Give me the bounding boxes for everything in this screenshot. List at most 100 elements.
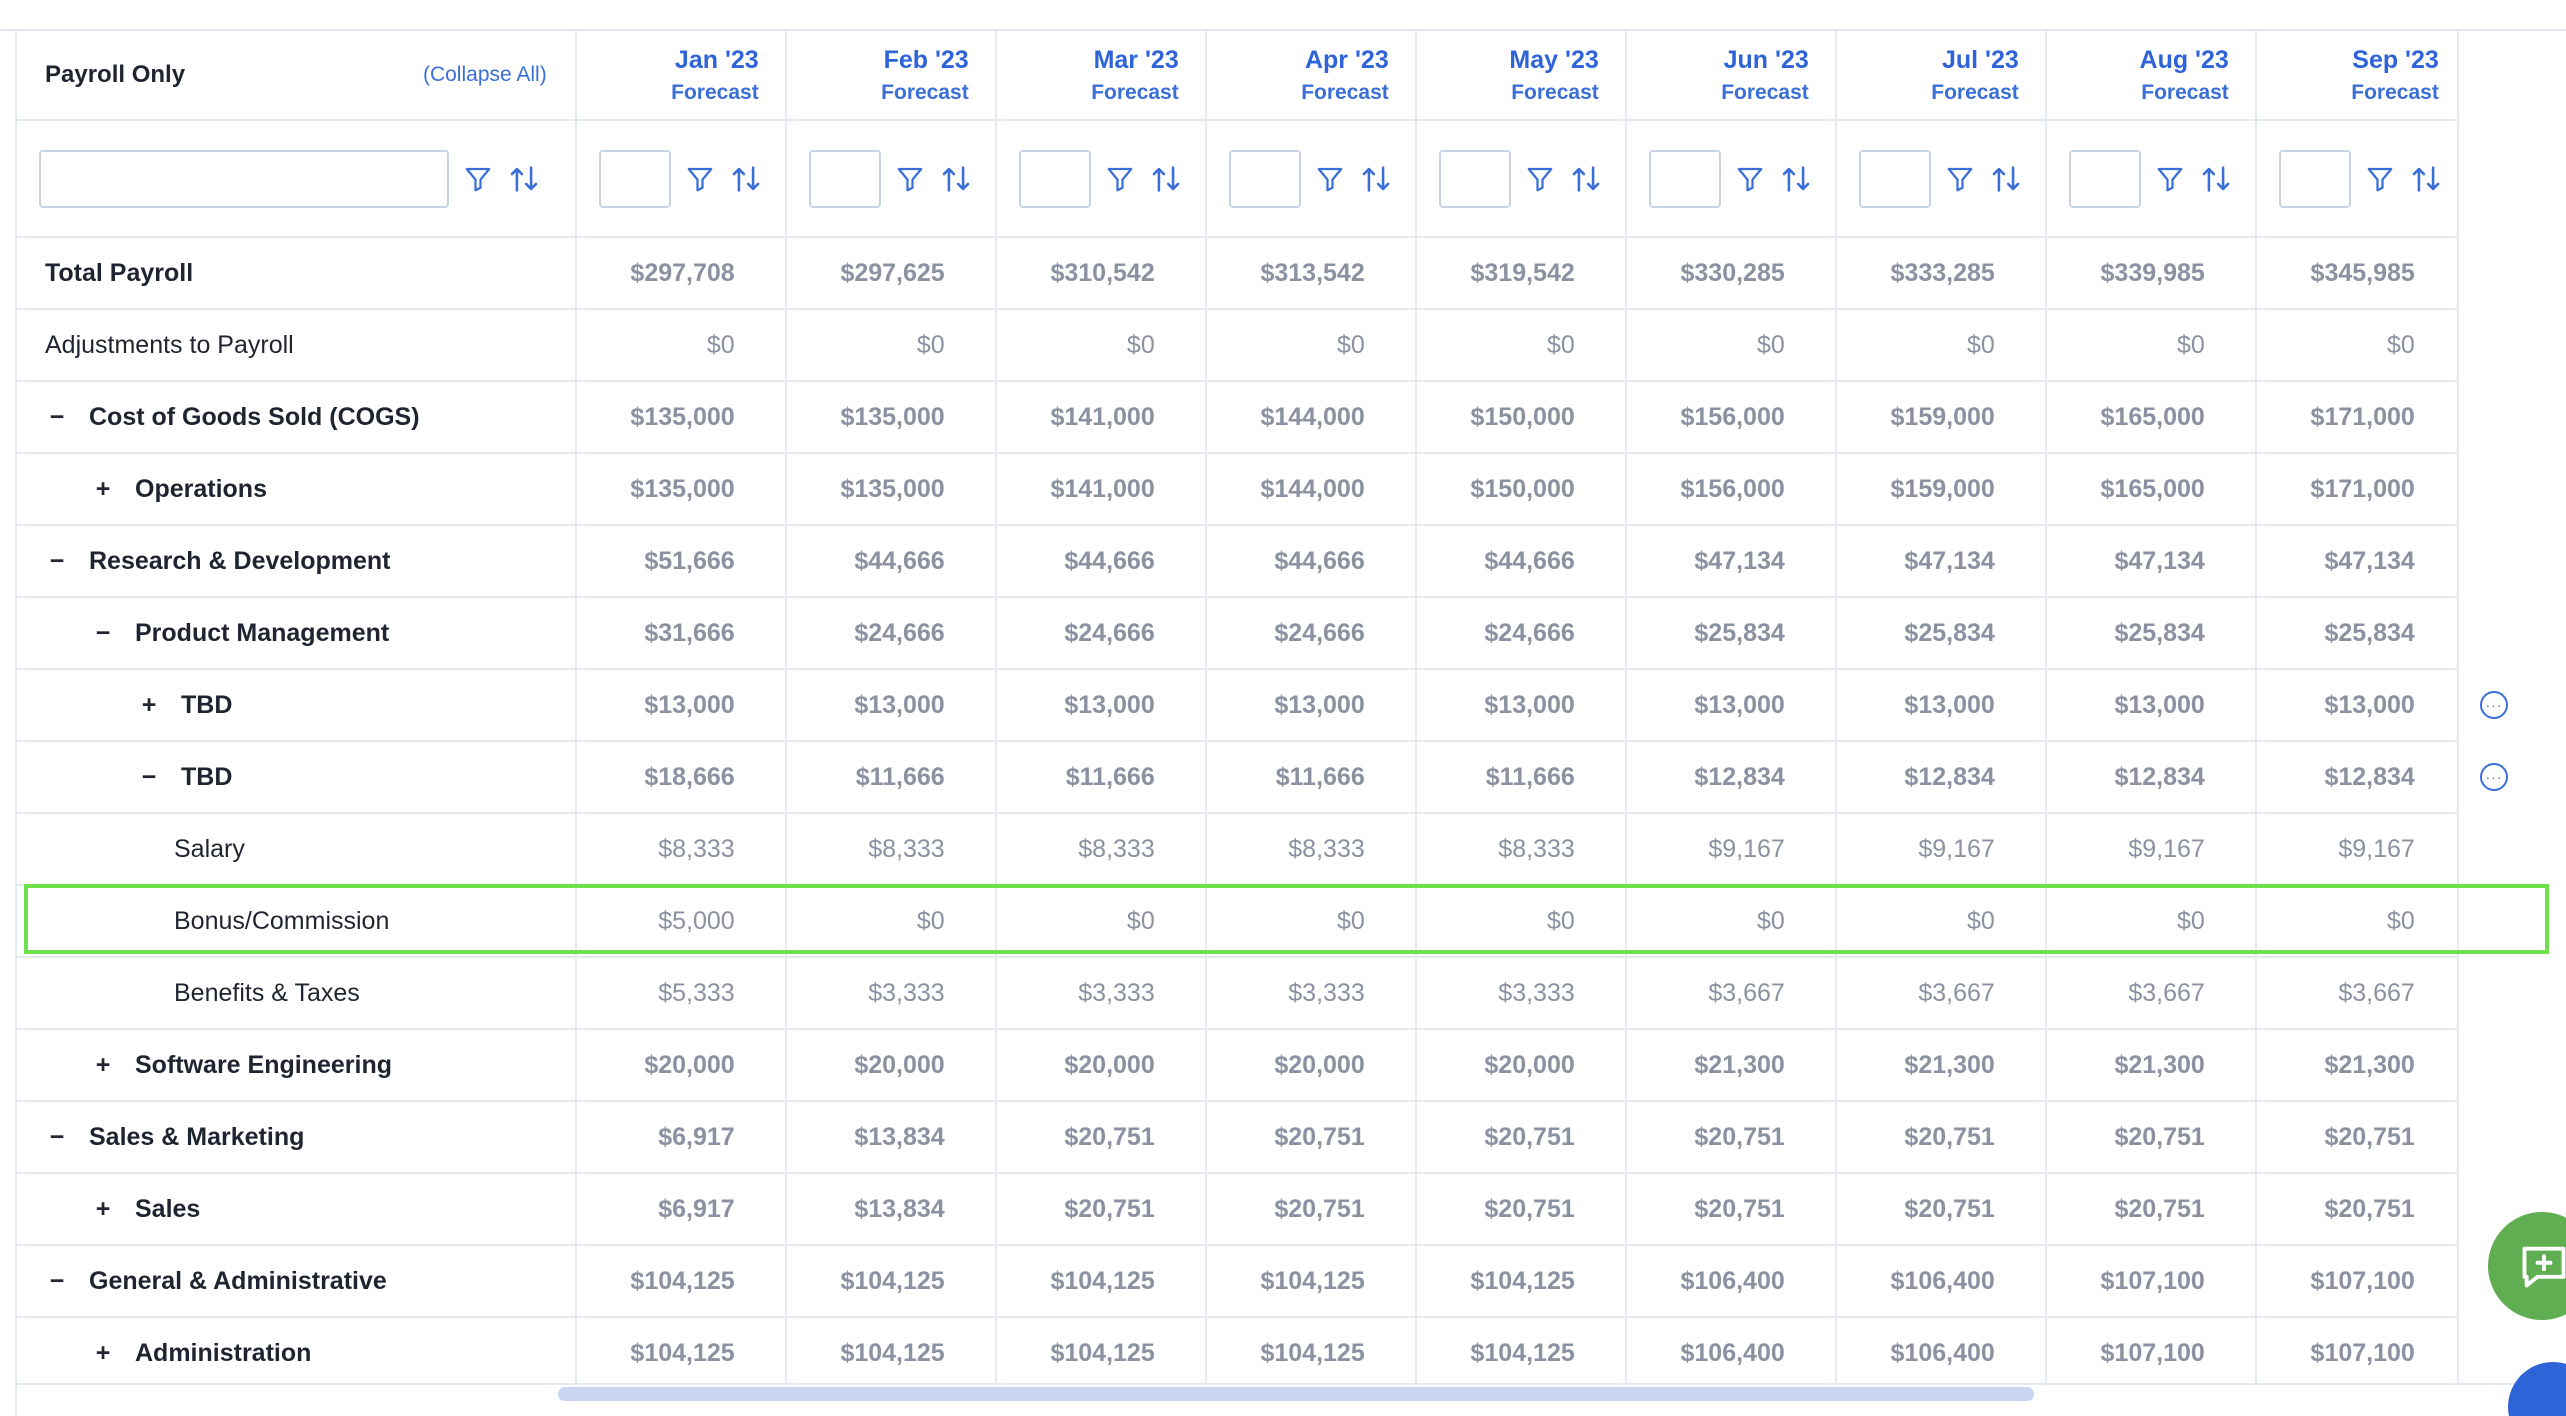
value-cell[interactable]: $104,125 bbox=[1415, 1317, 1627, 1390]
value-cell[interactable]: $0 bbox=[995, 309, 1207, 382]
value-cell[interactable]: $297,625 bbox=[785, 237, 997, 310]
value-cell[interactable]: $20,751 bbox=[1205, 1173, 1417, 1246]
value-cell[interactable]: $159,000 bbox=[1835, 453, 2047, 526]
value-cell[interactable]: $20,751 bbox=[1835, 1173, 2047, 1246]
more-options-icon[interactable]: ··· bbox=[2480, 691, 2508, 719]
value-cell[interactable]: $13,000 bbox=[2255, 669, 2457, 742]
value-cell[interactable]: $0 bbox=[2255, 309, 2457, 382]
value-cell[interactable]: $9,167 bbox=[2045, 813, 2257, 886]
value-cell[interactable]: $5,333 bbox=[575, 957, 787, 1030]
sort-icon[interactable] bbox=[1989, 162, 2023, 196]
value-cell[interactable]: $21,300 bbox=[1835, 1029, 2047, 1102]
value-cell[interactable]: $0 bbox=[1415, 309, 1627, 382]
value-cell[interactable]: $135,000 bbox=[575, 381, 787, 454]
value-cell[interactable]: $345,985 bbox=[2255, 237, 2457, 310]
filter-icon[interactable] bbox=[1315, 162, 1345, 196]
value-cell[interactable]: $107,100 bbox=[2045, 1245, 2257, 1318]
value-cell[interactable]: $141,000 bbox=[995, 453, 1207, 526]
value-cell[interactable]: $13,000 bbox=[1205, 669, 1417, 742]
value-cell[interactable]: $3,667 bbox=[1835, 957, 2047, 1030]
column-filter-input[interactable] bbox=[1648, 149, 1721, 208]
value-cell[interactable]: $0 bbox=[1205, 885, 1417, 958]
value-cell[interactable]: $13,000 bbox=[995, 669, 1207, 742]
value-cell[interactable]: $8,333 bbox=[785, 813, 997, 886]
value-cell[interactable]: $319,542 bbox=[1415, 237, 1627, 310]
value-cell[interactable]: $104,125 bbox=[575, 1245, 787, 1318]
value-cell[interactable]: $8,333 bbox=[1205, 813, 1417, 886]
value-cell[interactable]: $47,134 bbox=[1835, 525, 2047, 598]
filter-icon[interactable] bbox=[2155, 162, 2185, 196]
value-cell[interactable]: $20,000 bbox=[575, 1029, 787, 1102]
month-header[interactable]: Jul '23 Forecast bbox=[1835, 31, 2047, 121]
value-cell[interactable]: $5,000 bbox=[575, 885, 787, 958]
filter-icon[interactable] bbox=[463, 162, 493, 196]
value-cell[interactable]: $0 bbox=[1625, 309, 1837, 382]
filter-icon[interactable] bbox=[2365, 162, 2395, 196]
column-filter-input[interactable] bbox=[1858, 149, 1931, 208]
value-cell[interactable]: $144,000 bbox=[1205, 381, 1417, 454]
month-header[interactable]: Sep '23 Forecast bbox=[2255, 31, 2457, 121]
value-cell[interactable]: $0 bbox=[995, 885, 1207, 958]
value-cell[interactable]: $165,000 bbox=[2045, 381, 2257, 454]
value-cell[interactable]: $135,000 bbox=[785, 381, 997, 454]
value-cell[interactable]: $330,285 bbox=[1625, 237, 1837, 310]
month-header[interactable]: May '23 Forecast bbox=[1415, 31, 1627, 121]
value-cell[interactable]: $156,000 bbox=[1625, 453, 1837, 526]
sort-icon[interactable] bbox=[1569, 162, 1603, 196]
value-cell[interactable]: $0 bbox=[1835, 885, 2047, 958]
value-cell[interactable]: $171,000 bbox=[2255, 381, 2457, 454]
value-cell[interactable]: $0 bbox=[1205, 309, 1417, 382]
value-cell[interactable]: $0 bbox=[1625, 885, 1837, 958]
sort-icon[interactable] bbox=[2409, 162, 2443, 196]
value-cell[interactable]: $20,000 bbox=[785, 1029, 997, 1102]
value-cell[interactable]: $11,666 bbox=[785, 741, 997, 814]
value-cell[interactable]: $106,400 bbox=[1625, 1317, 1837, 1390]
value-cell[interactable]: $3,667 bbox=[1625, 957, 1837, 1030]
value-cell[interactable]: $20,751 bbox=[1415, 1101, 1627, 1174]
value-cell[interactable]: $31,666 bbox=[575, 597, 787, 670]
value-cell[interactable]: $313,542 bbox=[1205, 237, 1417, 310]
value-cell[interactable]: $106,400 bbox=[1835, 1317, 2047, 1390]
sort-icon[interactable] bbox=[507, 162, 541, 196]
value-cell[interactable]: $104,125 bbox=[575, 1317, 787, 1390]
value-cell[interactable]: $24,666 bbox=[995, 597, 1207, 670]
value-cell[interactable]: $135,000 bbox=[575, 453, 787, 526]
value-cell[interactable]: $107,100 bbox=[2045, 1317, 2257, 1390]
sort-icon[interactable] bbox=[1149, 162, 1183, 196]
value-cell[interactable]: $339,985 bbox=[2045, 237, 2257, 310]
value-cell[interactable]: $9,167 bbox=[1625, 813, 1837, 886]
value-cell[interactable]: $0 bbox=[2045, 885, 2257, 958]
value-cell[interactable]: $20,751 bbox=[2045, 1101, 2257, 1174]
chat-button[interactable] bbox=[2488, 1212, 2566, 1320]
column-filter-input[interactable] bbox=[1018, 149, 1091, 208]
sort-icon[interactable] bbox=[2199, 162, 2233, 196]
row-toggle-icon[interactable]: − bbox=[49, 1122, 65, 1151]
column-filter-input[interactable] bbox=[2278, 149, 2351, 208]
value-cell[interactable]: $25,834 bbox=[2255, 597, 2457, 670]
value-cell[interactable]: $20,751 bbox=[2045, 1173, 2257, 1246]
row-toggle-icon[interactable]: + bbox=[95, 1050, 111, 1079]
value-cell[interactable]: $297,708 bbox=[575, 237, 787, 310]
value-cell[interactable]: $20,751 bbox=[1625, 1101, 1837, 1174]
value-cell[interactable]: $3,333 bbox=[1415, 957, 1627, 1030]
value-cell[interactable]: $21,300 bbox=[2045, 1029, 2257, 1102]
row-toggle-icon[interactable]: − bbox=[95, 618, 111, 647]
row-toggle-icon[interactable]: − bbox=[49, 1266, 65, 1295]
value-cell[interactable]: $20,751 bbox=[1835, 1101, 2047, 1174]
value-cell[interactable]: $104,125 bbox=[785, 1245, 997, 1318]
value-cell[interactable]: $0 bbox=[785, 885, 997, 958]
column-filter-input[interactable] bbox=[1228, 149, 1301, 208]
value-cell[interactable]: $6,917 bbox=[575, 1173, 787, 1246]
value-cell[interactable]: $104,125 bbox=[785, 1317, 997, 1390]
value-cell[interactable]: $107,100 bbox=[2255, 1317, 2457, 1390]
value-cell[interactable]: $47,134 bbox=[1625, 525, 1837, 598]
value-cell[interactable]: $13,000 bbox=[785, 669, 997, 742]
value-cell[interactable]: $0 bbox=[1835, 309, 2047, 382]
row-toggle-icon[interactable]: − bbox=[141, 762, 157, 791]
value-cell[interactable]: $21,300 bbox=[1625, 1029, 1837, 1102]
value-cell[interactable]: $0 bbox=[1415, 885, 1627, 958]
value-cell[interactable]: $13,000 bbox=[2045, 669, 2257, 742]
value-cell[interactable]: $13,834 bbox=[785, 1173, 997, 1246]
value-cell[interactable]: $11,666 bbox=[995, 741, 1207, 814]
row-toggle-icon[interactable]: + bbox=[95, 474, 111, 503]
